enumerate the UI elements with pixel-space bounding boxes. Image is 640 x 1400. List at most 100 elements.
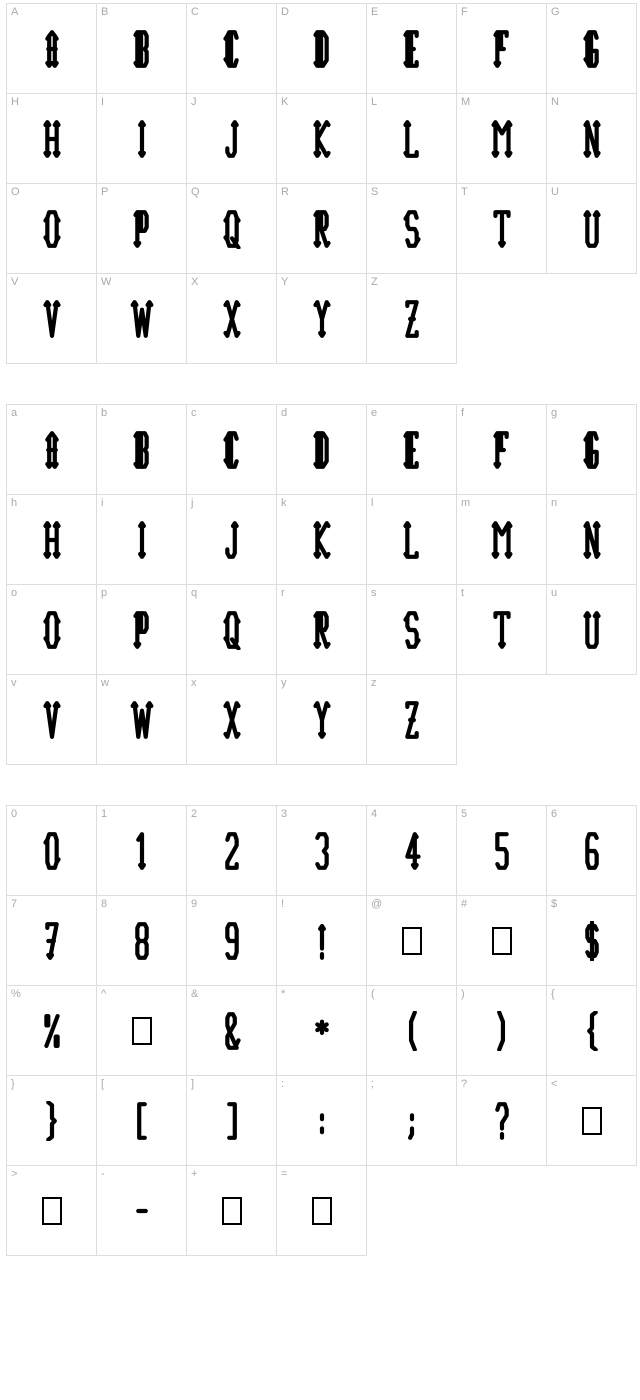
cell-label: s [371, 587, 377, 599]
glyph-cell: V [7, 274, 97, 364]
cell-label: k [281, 497, 287, 509]
glyph-cell: 5 [457, 806, 547, 896]
cell-label: 1 [101, 808, 107, 820]
glyph-cell: z [367, 675, 457, 765]
glyph-display [457, 1076, 546, 1165]
cell-label: X [191, 276, 198, 288]
cell-label: J [191, 96, 197, 108]
glyph-display [457, 94, 546, 183]
cell-label: l [371, 497, 373, 509]
cell-label: ; [371, 1078, 374, 1090]
glyph-cell: 0 [7, 806, 97, 896]
glyph-display [97, 585, 186, 674]
glyph-display [277, 1076, 366, 1165]
empty-cell [547, 1166, 637, 1256]
glyph-cell: 7 [7, 896, 97, 986]
glyph-cell: T [457, 184, 547, 274]
cell-label: q [191, 587, 197, 599]
glyph-display [367, 675, 456, 764]
glyph-cell: o [7, 585, 97, 675]
cell-label: M [461, 96, 470, 108]
glyph-display [7, 274, 96, 363]
glyph-cell: r [277, 585, 367, 675]
glyph-display [277, 806, 366, 895]
glyph-cell: - [97, 1166, 187, 1256]
cell-label: H [11, 96, 19, 108]
glyph-display [7, 806, 96, 895]
glyph-display [457, 405, 546, 494]
glyph-display [277, 1166, 366, 1255]
cell-label: t [461, 587, 464, 599]
glyph-display [97, 806, 186, 895]
glyph-cell: ( [367, 986, 457, 1076]
glyph-display [97, 405, 186, 494]
glyph-display [277, 184, 366, 273]
glyph-cell: u [547, 585, 637, 675]
cell-label: C [191, 6, 199, 18]
glyph-cell: h [7, 495, 97, 585]
glyph-cell: I [97, 94, 187, 184]
cell-label: D [281, 6, 289, 18]
cell-label: B [101, 6, 108, 18]
glyph-cell: w [97, 675, 187, 765]
glyph-cell: Y [277, 274, 367, 364]
cell-label: m [461, 497, 470, 509]
glyph-display [187, 585, 276, 674]
glyph-display [367, 184, 456, 273]
glyph-cell: 8 [97, 896, 187, 986]
glyph-display [367, 585, 456, 674]
glyph-cell: # [457, 896, 547, 986]
glyph-cell: s [367, 585, 457, 675]
cell-label: > [11, 1168, 17, 1180]
cell-label: 4 [371, 808, 377, 820]
cell-label: n [551, 497, 557, 509]
cell-label: v [11, 677, 17, 689]
glyph-display [7, 896, 96, 985]
glyph-display [457, 4, 546, 93]
glyph-display [367, 1076, 456, 1165]
cell-label: Y [281, 276, 288, 288]
cell-label: o [11, 587, 17, 599]
cell-label: 0 [11, 808, 17, 820]
cell-label: e [371, 407, 377, 419]
glyph-cell: % [7, 986, 97, 1076]
glyph-cell: q [187, 585, 277, 675]
glyph-cell: + [187, 1166, 277, 1256]
glyph-display [187, 806, 276, 895]
cell-label: r [281, 587, 285, 599]
glyph-cell: ) [457, 986, 547, 1076]
glyph-cell: X [187, 274, 277, 364]
glyph-display [7, 675, 96, 764]
glyph-cell: 1 [97, 806, 187, 896]
glyph-cell: D [277, 4, 367, 94]
glyph-display [97, 1166, 186, 1255]
glyph-cell: d [277, 405, 367, 495]
glyph-cell: W [97, 274, 187, 364]
glyph-display [277, 495, 366, 584]
glyph-display [97, 184, 186, 273]
glyph-cell: P [97, 184, 187, 274]
glyph-display [97, 94, 186, 183]
cell-label: j [191, 497, 193, 509]
symbols-chart: 0123456789!@#$%^&*(){}[]:;?<>-+= [6, 805, 637, 1256]
glyph-display [367, 4, 456, 93]
missing-glyph-box [402, 927, 422, 955]
cell-label: w [101, 677, 109, 689]
cell-label: } [11, 1078, 15, 1090]
missing-glyph-box [312, 1197, 332, 1225]
glyph-cell: 3 [277, 806, 367, 896]
missing-glyph-box [42, 1197, 62, 1225]
glyph-cell: F [457, 4, 547, 94]
empty-cell [547, 675, 637, 765]
cell-label: p [101, 587, 107, 599]
glyph-cell: { [547, 986, 637, 1076]
glyph-display [187, 896, 276, 985]
glyph-cell: ? [457, 1076, 547, 1166]
glyph-cell: f [457, 405, 547, 495]
cell-label: A [11, 6, 18, 18]
cell-label: U [551, 186, 559, 198]
glyph-display [7, 405, 96, 494]
glyph-cell: ! [277, 896, 367, 986]
glyph-display [7, 184, 96, 273]
glyph-cell: & [187, 986, 277, 1076]
